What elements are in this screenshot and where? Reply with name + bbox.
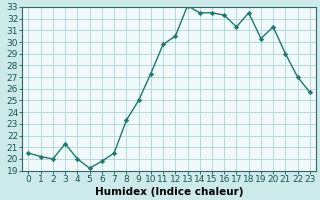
X-axis label: Humidex (Indice chaleur): Humidex (Indice chaleur) xyxy=(95,187,244,197)
